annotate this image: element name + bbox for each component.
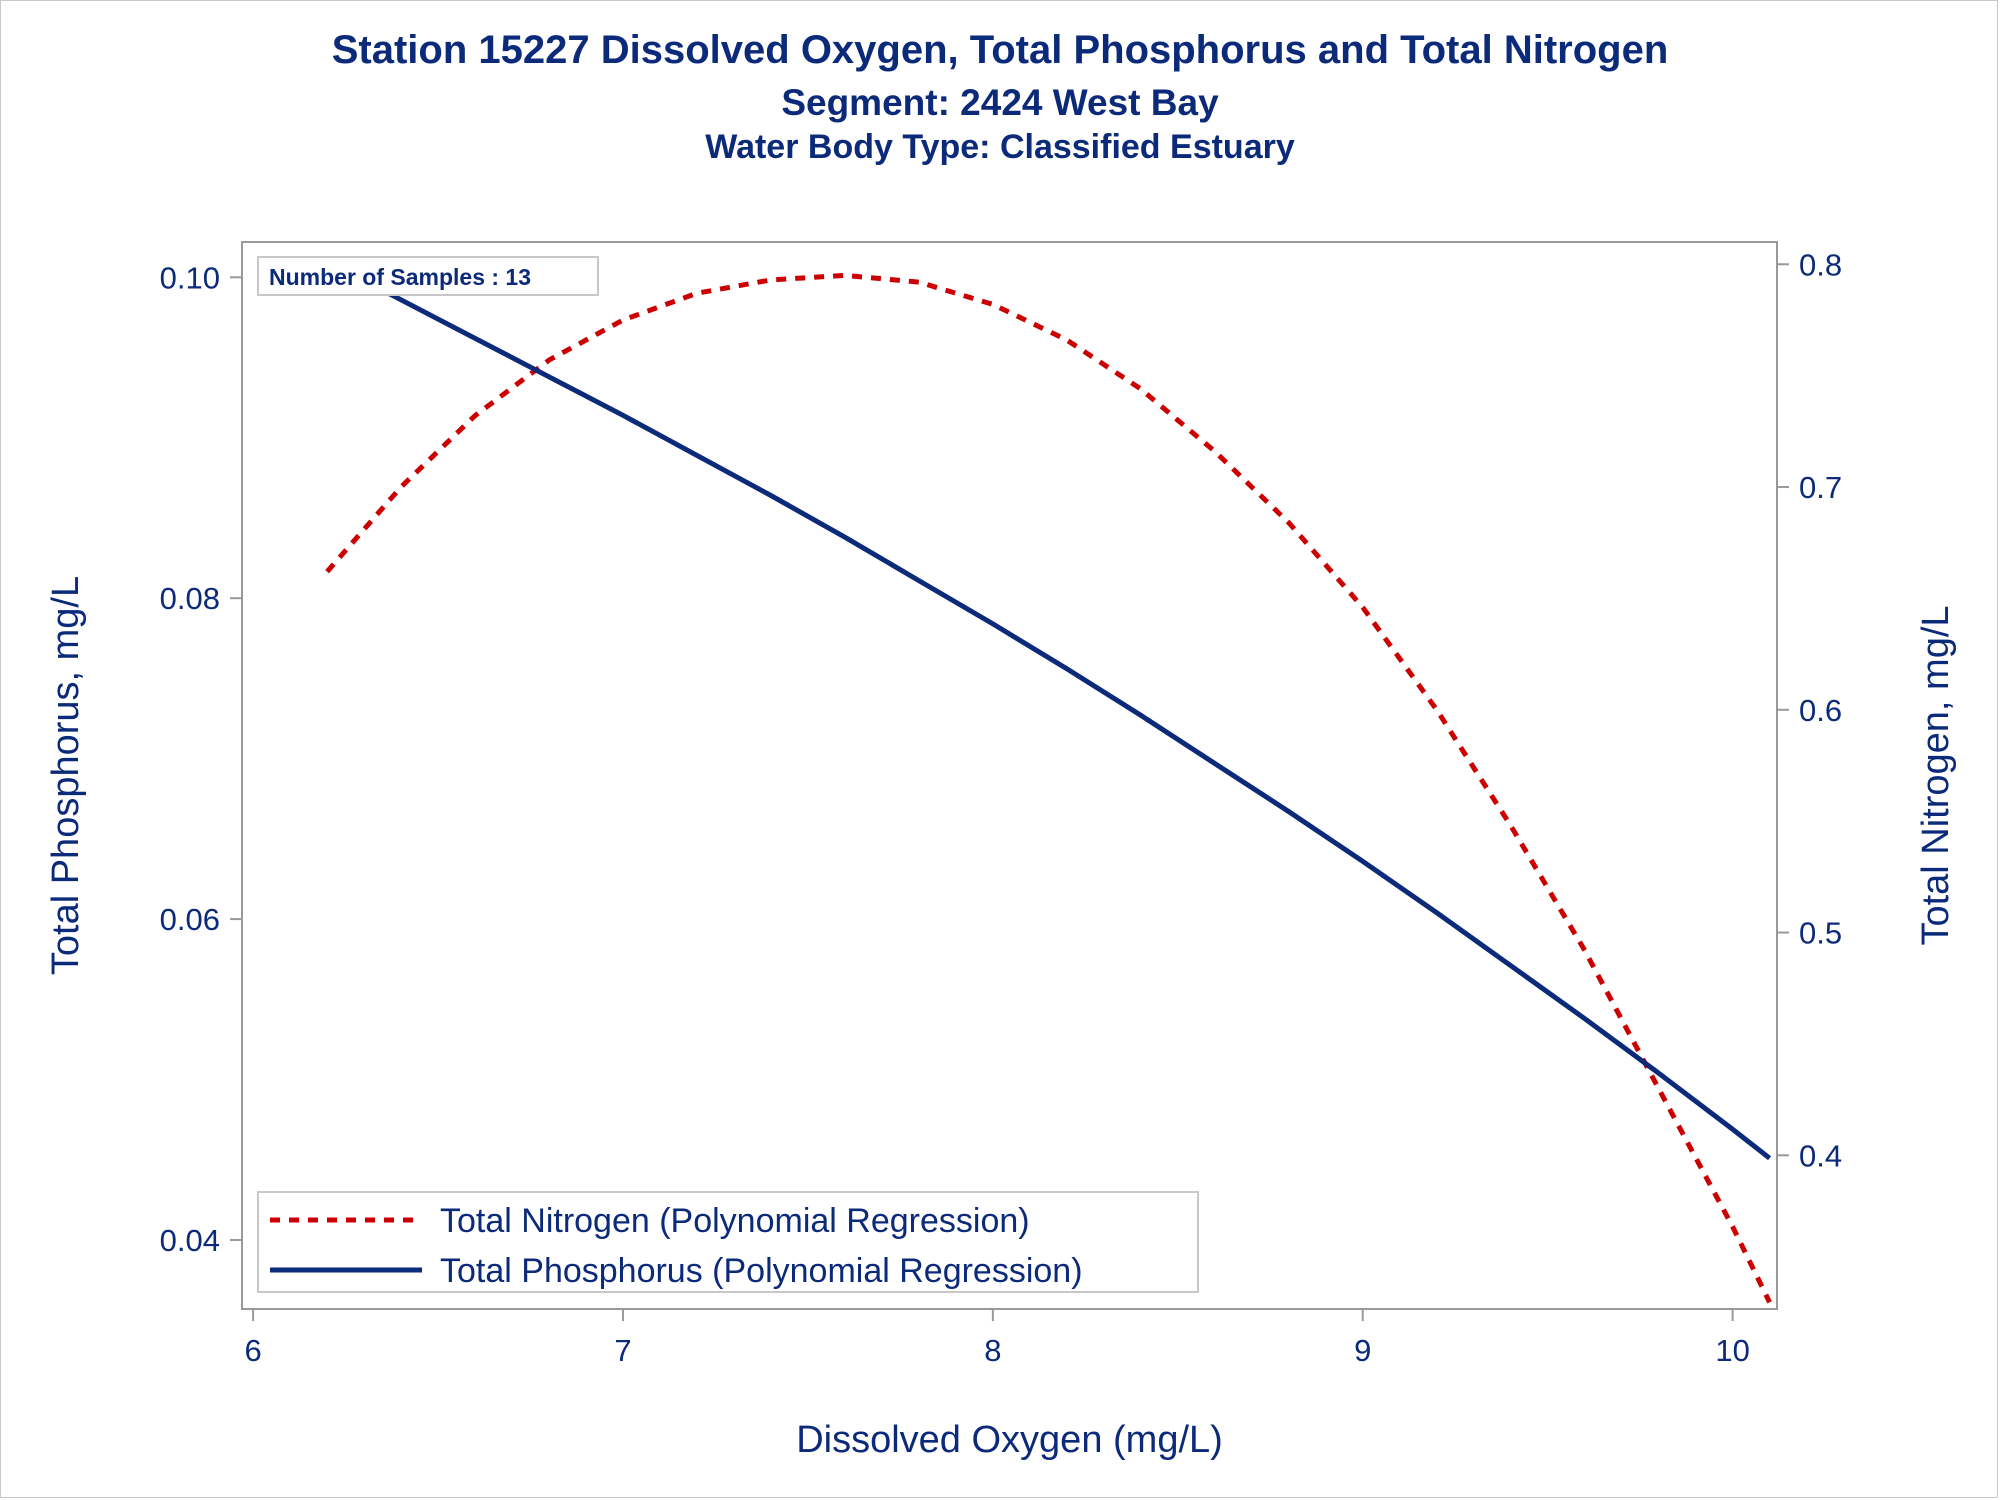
x-axis-label: Dissolved Oxygen (mg/L) — [796, 1419, 1223, 1461]
legend-box — [257, 1191, 1199, 1293]
y2-tick-label: 0.8 — [1799, 247, 1842, 282]
legend-label-phosphorus: Total Phosphorus (Polynomial Regression) — [440, 1252, 1083, 1290]
y-axis-label-left: Total Phosphorus, mg/L — [45, 576, 87, 975]
y-tick-label: 0.08 — [160, 581, 220, 616]
x-tick-label: 8 — [984, 1333, 1001, 1368]
samples-text: Number of Samples : 13 — [269, 264, 531, 290]
nitrogen-line — [325, 272, 1772, 1304]
y2-tick-label: 0.5 — [1799, 916, 1842, 951]
x-tick-label: 10 — [1715, 1333, 1749, 1368]
chart-title: Station 15227 Dissolved Oxygen, Total Ph… — [331, 28, 1669, 72]
y-axis-right: 0.4 0.5 0.6 0.7 0.8 — [1777, 247, 1842, 1173]
y2-tick-label: 0.7 — [1799, 470, 1842, 505]
chart-subtitle-water-body: Water Body Type: Classified Estuary — [705, 128, 1295, 166]
y-tick-label: 0.10 — [160, 260, 220, 295]
legend: Total Nitrogen (Polynomial Regression) T… — [257, 1191, 1199, 1293]
y-tick-label: 0.06 — [160, 902, 220, 937]
y-tick-label: 0.04 — [160, 1223, 220, 1258]
y-axis-label-right: Total Nitrogen, mg/L — [1915, 605, 1957, 945]
x-tick-label: 9 — [1354, 1333, 1371, 1368]
legend-label-nitrogen: Total Nitrogen (Polynomial Regression) — [440, 1202, 1030, 1240]
x-tick-label: 6 — [244, 1333, 261, 1368]
x-tick-label: 7 — [614, 1333, 631, 1368]
y-axis-left: 0.04 0.06 0.08 0.10 — [160, 260, 242, 1258]
phosphorus-line — [325, 259, 1772, 1161]
samples-annotation: Number of Samples : 13 — [257, 256, 599, 296]
chart-subtitle-segment: Segment: 2424 West Bay — [781, 82, 1219, 123]
y2-tick-label: 0.4 — [1799, 1138, 1842, 1173]
x-axis: 6 7 8 9 10 — [244, 1309, 1750, 1368]
plot-area — [241, 241, 1778, 1310]
samples-box — [257, 256, 599, 296]
y2-tick-label: 0.6 — [1799, 693, 1842, 728]
series-layer — [325, 259, 1772, 1304]
